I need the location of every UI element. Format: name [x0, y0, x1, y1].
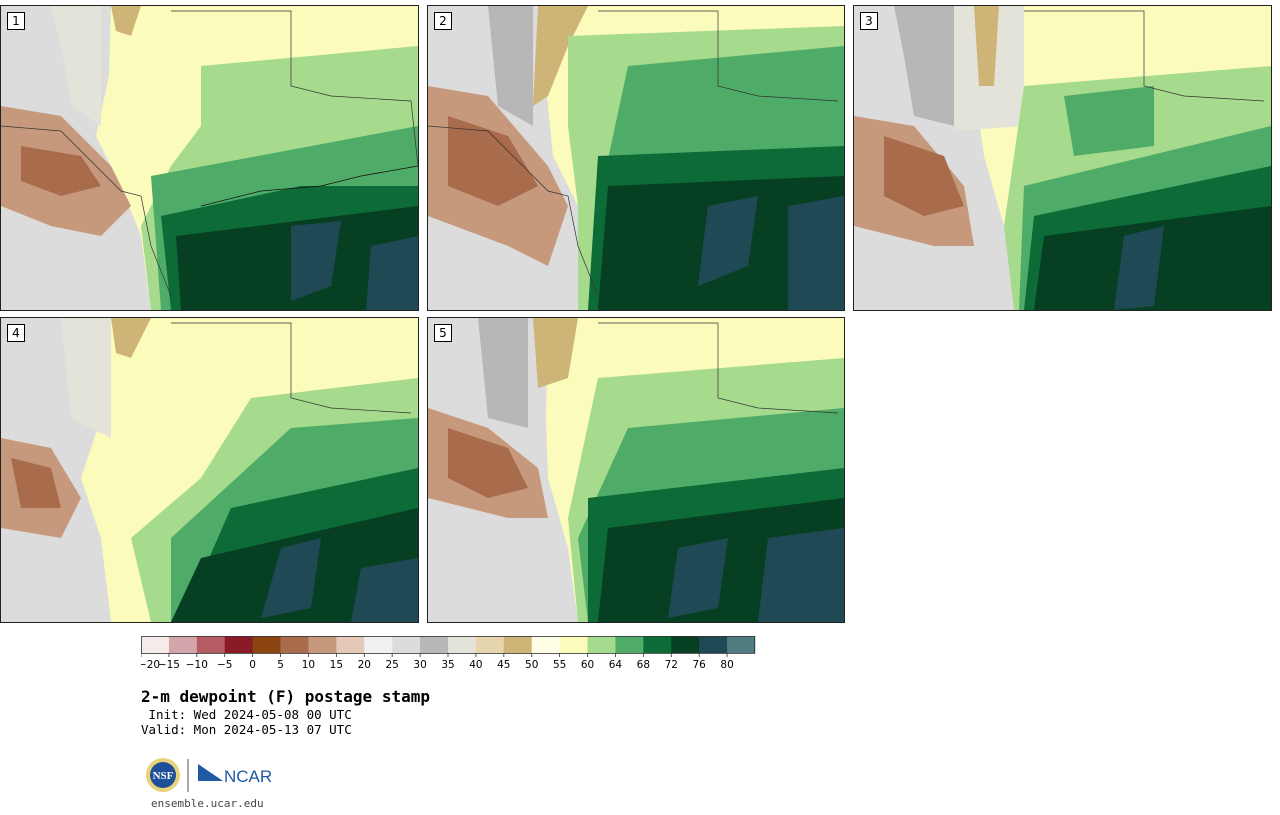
stamp-panel-5: 5 [427, 317, 845, 623]
stamp-number: 4 [7, 324, 25, 342]
logos: NSF NCAR [146, 758, 272, 792]
colorbar-swatch [475, 636, 505, 653]
colorbar-swatch [308, 636, 337, 653]
colorbar-swatch [559, 636, 588, 653]
stamp-number: 3 [860, 12, 878, 30]
init-time: Init: Wed 2024-05-08 00 UTC [141, 707, 352, 722]
colorbar-swatch [168, 636, 198, 653]
colorbar-swatch [141, 636, 170, 653]
ncar-logo-icon: NCAR [198, 764, 272, 786]
colorbar-tick-label: 64 [609, 659, 623, 671]
colorbar-tick-label: 45 [497, 659, 510, 671]
colorbar-tick-label: 76 [692, 659, 706, 671]
figure-title: 2-m dewpoint (F) postage stamp [141, 687, 430, 706]
colorbar-tick-label: 50 [525, 659, 538, 671]
colorbar-swatch [196, 636, 226, 653]
dewpoint-map-2 [428, 6, 844, 310]
colorbar-swatch [336, 636, 365, 653]
colorbar-swatch [448, 636, 477, 653]
stamp-panel-1: 1 [0, 5, 419, 311]
colorbar-tick-label: −5 [217, 659, 232, 671]
colorbar-tick-label: 55 [553, 659, 566, 671]
colorbar-swatch [643, 636, 672, 653]
colorbar-swatch [727, 636, 756, 653]
colorbar-swatch [392, 636, 421, 653]
stamp-panel-4: 4 [0, 317, 419, 623]
nsf-logo-text: NSF [153, 770, 174, 782]
stamp-number: 1 [7, 12, 25, 30]
colorbar-swatch [503, 636, 533, 653]
colorbar-swatch [224, 636, 253, 653]
site-url: ensemble.ucar.edu [151, 797, 264, 810]
stamp-panel-3: 3 [853, 5, 1272, 311]
colorbar-tick-label: 80 [720, 659, 733, 671]
colorbar-tick-label: −15 [158, 659, 180, 671]
dewpoint-map-1 [1, 6, 418, 310]
colorbar-tick-label: 72 [665, 659, 678, 671]
colorbar-tick-label: 5 [277, 659, 284, 671]
colorbar-tick-label: 35 [441, 659, 454, 671]
colorbar-swatch [587, 636, 616, 653]
colorbar-swatch [699, 636, 728, 653]
colorbar-tick-label: −10 [186, 659, 208, 671]
colorbar-swatch [615, 636, 644, 653]
colorbar-tick-label: 0 [249, 659, 256, 671]
colorbar-tick-label: 30 [413, 659, 426, 671]
colorbar-swatch [531, 636, 560, 653]
dewpoint-map-3 [854, 6, 1271, 310]
colorbar-swatch [420, 636, 449, 653]
colorbar-tick-label: 68 [637, 659, 650, 671]
colorbar-tick-label: 60 [581, 659, 594, 671]
colorbar-swatch [280, 636, 309, 653]
colorbar-tick-label: 20 [358, 659, 371, 671]
dewpoint-map-5 [428, 318, 844, 622]
colorbar-tick-label: 25 [385, 659, 398, 671]
colorbar-tick-label: 10 [302, 659, 315, 671]
nsf-logo-icon: NSF [146, 758, 180, 792]
dewpoint-map-4 [1, 318, 418, 622]
stamp-panel-2: 2 [427, 5, 845, 311]
colorbar-tick-label: 40 [469, 659, 482, 671]
colorbar-tick-label: −20 [141, 659, 160, 671]
colorbar-swatch [671, 636, 700, 653]
ncar-logo-text: NCAR [224, 767, 272, 786]
stamp-number: 5 [434, 324, 452, 342]
valid-time: Valid: Mon 2024-05-13 07 UTC [141, 722, 352, 737]
colorbar-swatch [364, 636, 393, 653]
colorbar-swatch [252, 636, 281, 653]
stamp-number: 2 [434, 12, 452, 30]
colorbar-tick-label: 15 [330, 659, 343, 671]
colorbar: −20−15 −10 −5 0 5 10 15 20 25 30 35 40 45 50 55 60 64 68 7… [141, 636, 756, 671]
